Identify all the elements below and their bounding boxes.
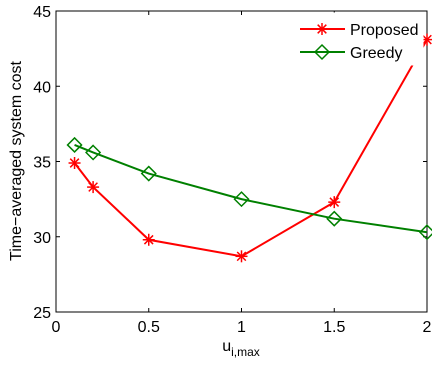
x-axis-label: ui,max — [222, 338, 260, 359]
y-tick-label: 25 — [33, 305, 51, 322]
series-line — [74, 144, 428, 234]
ticks: 0 0.5 1 1.5 2 25 30 35 40 45 — [33, 4, 431, 336]
y-tick-label: 35 — [33, 155, 51, 172]
y-tick-label: 45 — [33, 4, 51, 21]
legend-box — [289, 12, 424, 66]
data-point — [140, 165, 157, 182]
data-point — [85, 144, 102, 161]
data-point — [326, 210, 343, 227]
legend-label-greedy: Greedy — [350, 45, 402, 62]
data-point — [66, 136, 83, 154]
legend: Proposed Greedy — [289, 12, 424, 66]
x-tick-label: 1.5 — [323, 319, 345, 336]
legend-marker-greedy — [313, 43, 331, 61]
legend-marker-symbol — [313, 43, 331, 61]
data-point — [233, 191, 250, 208]
data-point — [235, 250, 248, 263]
data-point — [68, 157, 81, 170]
series-layer — [66, 33, 432, 263]
data-point — [142, 233, 155, 246]
legend-label-proposed: Proposed — [350, 22, 419, 39]
legend-marker-symbol — [316, 23, 328, 35]
x-tick-label: 1 — [237, 319, 246, 336]
y-axis-label: Time−averaged system cost — [8, 60, 25, 260]
y-tick-label: 30 — [33, 230, 51, 247]
x-tick-label: 0.5 — [138, 319, 160, 336]
data-point — [87, 181, 100, 194]
series-proposed — [68, 33, 432, 263]
x-tick-label: 0 — [52, 319, 61, 336]
legend-marker-proposed — [316, 23, 328, 35]
x-tick-label: 2 — [423, 319, 432, 336]
data-point — [328, 196, 341, 209]
y-tick-label: 40 — [33, 79, 51, 96]
